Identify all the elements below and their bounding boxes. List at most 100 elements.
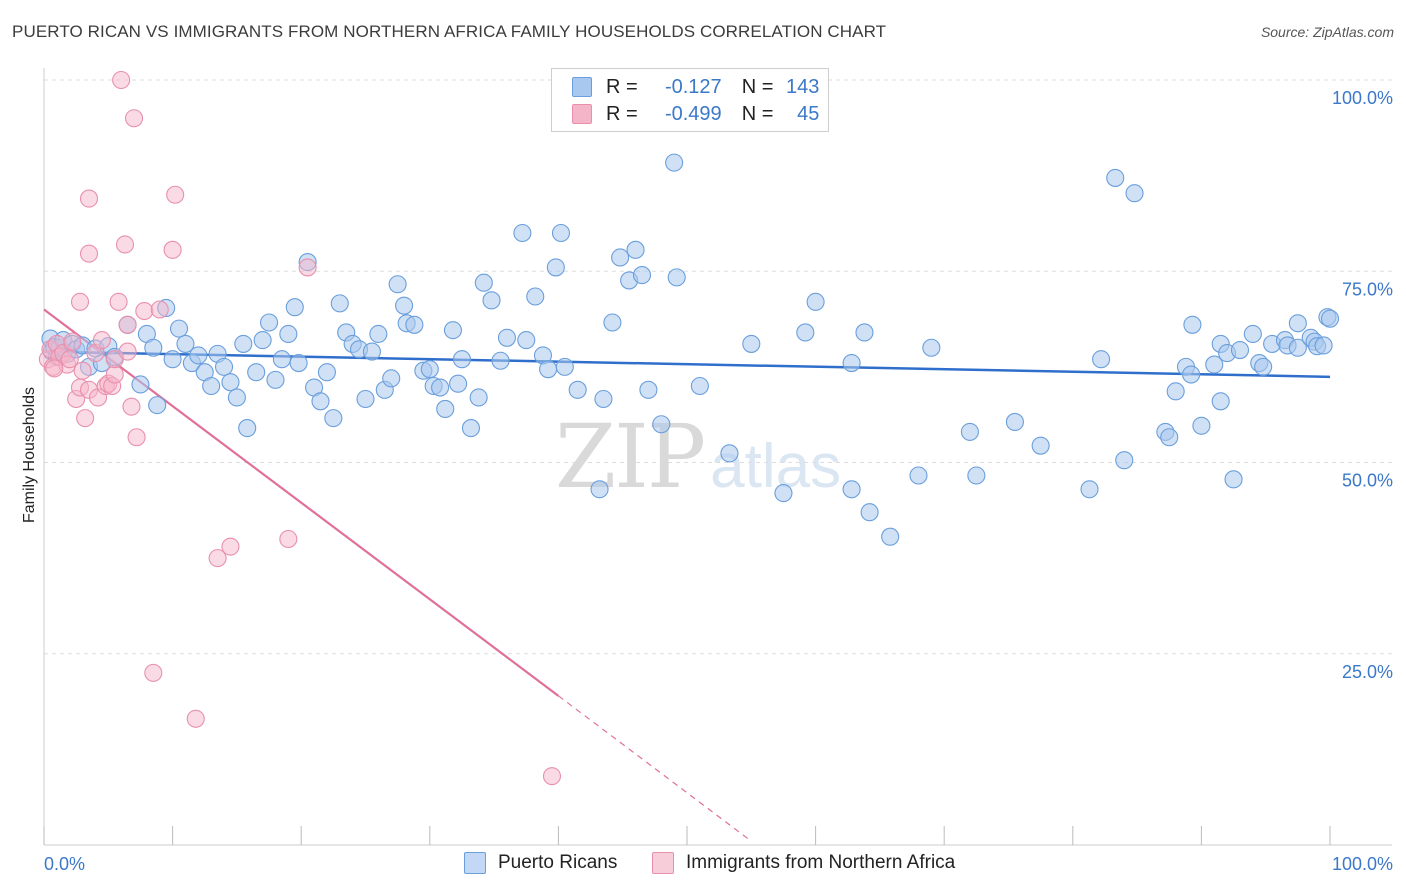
point-puerto-ricans [774,484,793,503]
point-puerto-ricans [1243,324,1262,344]
point-puerto-ricans [272,350,291,369]
legend-n-label: N = [741,75,774,98]
point-immigrants [79,244,99,263]
point-puerto-ricans [1166,382,1185,401]
point-puerto-ricans [742,334,761,353]
point-puerto-ricans [289,353,308,373]
point-puerto-ricans [253,331,272,350]
point-immigrants [105,365,124,384]
watermark-zip: ZIP [555,405,706,508]
point-puerto-ricans [1230,340,1250,360]
x-tick-label: 0.0% [44,854,85,874]
legend-r-label: R = [606,102,638,125]
point-immigrants [45,359,64,378]
point-puerto-ricans [639,380,658,399]
series-immigrants-northern-africa [38,70,562,786]
legend-row-puerto-ricans: R = -0.127 N = 143 [572,75,819,99]
source-label: Source: ZipAtlas.com [1260,24,1394,40]
y-tick-label: 25.0% [1342,662,1393,682]
point-puerto-ricans [311,392,330,411]
point-puerto-ricans [449,374,468,393]
point-puerto-ricans [626,240,645,259]
legend-n-value: 45 [797,102,820,125]
point-puerto-ricans [842,353,861,373]
point-puerto-ricans [690,376,709,396]
point-puerto-ricans [1125,184,1144,203]
legend-item-immigrants: Immigrants from Northern Africa [652,852,955,874]
point-puerto-ricans [539,360,558,379]
point-puerto-ricans [362,342,381,361]
legend-item-puerto-ricans: Puerto Ricans [464,852,617,874]
point-puerto-ricans [1211,392,1230,411]
point-puerto-ricans [491,351,510,370]
point-puerto-ricans [266,370,285,389]
point-puerto-ricans [369,324,388,344]
point-puerto-ricans [148,396,167,415]
point-puerto-ricans [405,315,424,334]
point-puerto-ricans [189,346,208,365]
point-immigrants [60,350,79,369]
legend-label-puerto-ricans: Puerto Ricans [498,852,618,873]
point-immigrants [186,709,205,728]
y-tick-label: 75.0% [1342,279,1393,299]
point-puerto-ricans [568,380,587,399]
series-legend: Puerto Ricans Immigrants from Northern A… [0,852,1406,878]
point-immigrants [73,361,92,380]
legend-n-label: N = [741,102,774,125]
point-puerto-ricans [1224,470,1243,489]
point-immigrants [124,109,144,128]
point-puerto-ricans [1288,338,1307,357]
point-immigrants [542,767,562,786]
point-immigrants [144,663,163,682]
point-puerto-ricans [855,323,874,342]
point-puerto-ricans [1205,355,1224,374]
point-puerto-ricans [131,375,150,394]
legend-swatch-pink [652,852,674,874]
point-puerto-ricans [842,480,861,499]
tick-labels: 100.0% 75.0% 50.0% 25.0% 0.0% 100.0% [44,88,1393,874]
point-puerto-ricans [806,292,825,311]
legend-swatch-pink [572,104,592,124]
point-puerto-ricans [1005,412,1024,432]
point-immigrants [92,331,111,350]
trend-lines [43,308,1331,842]
point-puerto-ricans [176,334,195,353]
point-puerto-ricans [259,313,279,332]
y-tick-label: 50.0% [1342,471,1393,491]
point-puerto-ricans [238,419,257,438]
point-puerto-ricans [860,503,879,522]
point-puerto-ricans [436,399,455,419]
point-puerto-ricans [632,266,652,285]
point-puerto-ricans [960,422,979,441]
point-puerto-ricans [1254,357,1273,376]
point-puerto-ricans [202,376,221,396]
point-immigrants [298,258,317,277]
point-puerto-ricans [285,298,304,317]
point-immigrants [166,185,185,204]
point-puerto-ricans [526,287,545,306]
point-puerto-ricans [431,378,450,397]
point-puerto-ricans [247,363,266,382]
point-puerto-ricans [497,328,517,347]
point-puerto-ricans [324,409,343,428]
point-puerto-ricans [603,313,622,332]
series-puerto-ricans [41,153,1340,546]
point-puerto-ricans [144,338,163,357]
axes [43,68,1392,846]
point-immigrants [208,549,227,568]
point-puerto-ricans [1080,480,1099,499]
point-puerto-ricans [665,153,684,172]
legend-r-value: -0.499 [664,102,722,125]
point-puerto-ricans [443,321,462,340]
point-puerto-ricans [317,363,336,382]
point-puerto-ricans [546,258,565,277]
point-puerto-ricans [1106,168,1125,187]
point-puerto-ricans [1092,350,1111,369]
point-puerto-ricans [227,388,246,407]
watermark: ZIPatlas [555,405,841,508]
point-immigrants [79,189,99,208]
point-puerto-ricans [1183,315,1202,334]
point-puerto-ricans [517,331,536,350]
point-puerto-ricans [1160,428,1179,447]
point-puerto-ricans [169,319,189,338]
